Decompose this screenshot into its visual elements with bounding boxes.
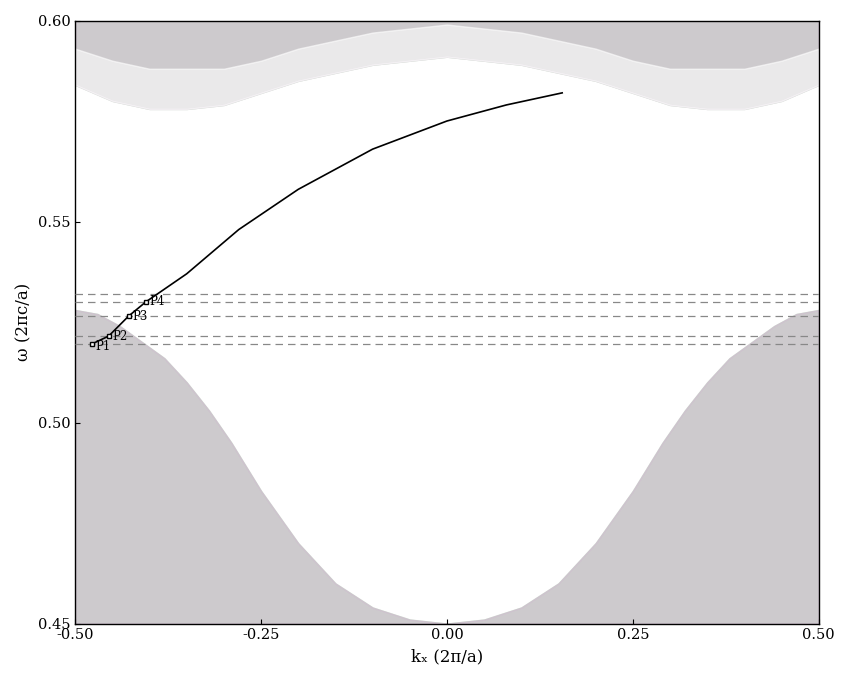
Text: P3: P3 <box>133 309 148 322</box>
Text: P4: P4 <box>150 295 165 309</box>
Text: P1: P1 <box>95 341 110 354</box>
Y-axis label: ω (2πc/a): ω (2πc/a) <box>15 283 32 361</box>
Text: P2: P2 <box>112 330 128 343</box>
X-axis label: kₓ (2π/a): kₓ (2π/a) <box>411 648 483 665</box>
